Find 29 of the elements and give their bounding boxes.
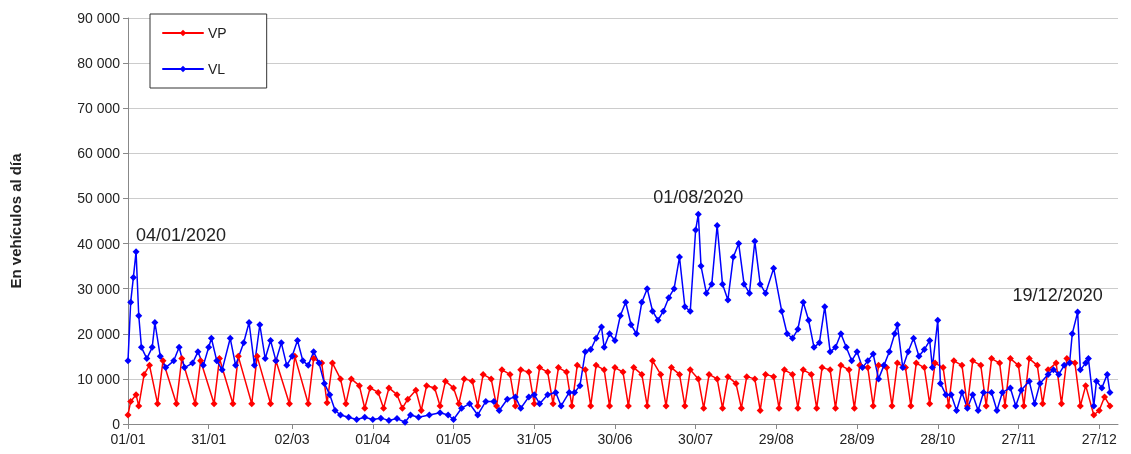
y-tick-label: 80 000 bbox=[77, 55, 121, 72]
x-tick-label: 01/01 bbox=[110, 431, 146, 447]
x-tick-label: 02/03 bbox=[274, 431, 310, 447]
legend-label: VL bbox=[208, 61, 226, 77]
x-tick-label: 27/11 bbox=[1001, 431, 1036, 447]
x-tick-label: 01/04 bbox=[355, 431, 391, 447]
x-tick-label: 30/06 bbox=[597, 431, 633, 447]
y-tick-label: 0 bbox=[112, 416, 121, 432]
y-tick-label: 50 000 bbox=[77, 190, 121, 207]
legend-label: VP bbox=[208, 25, 227, 41]
x-tick-label: 31/01 bbox=[191, 431, 227, 447]
y-tick-label: 10 000 bbox=[77, 370, 121, 387]
y-tick-label: 30 000 bbox=[77, 280, 121, 297]
x-tick-label: 28/10 bbox=[920, 431, 956, 447]
x-tick-label: 27/12 bbox=[1081, 431, 1117, 447]
annotation: 04/01/2020 bbox=[136, 224, 227, 245]
annotation: 19/12/2020 bbox=[1012, 285, 1103, 306]
y-tick-label: 60 000 bbox=[77, 145, 121, 162]
x-tick-label: 01/05 bbox=[435, 431, 472, 447]
y-tick-label: 20 000 bbox=[77, 325, 121, 342]
annotation: 01/08/2020 bbox=[653, 187, 744, 208]
x-tick-label: 28/09 bbox=[839, 431, 875, 447]
x-tick-label: 31/05 bbox=[516, 431, 552, 447]
y-tick-label: 70 000 bbox=[77, 100, 121, 117]
x-tick-label: 29/08 bbox=[758, 431, 795, 447]
y-tick-label: 40 000 bbox=[77, 235, 121, 252]
y-tick-label: 90 000 bbox=[77, 10, 121, 26]
x-tick-label: 30/07 bbox=[678, 431, 714, 447]
y-axis-title: En vehículos al día bbox=[7, 152, 24, 289]
